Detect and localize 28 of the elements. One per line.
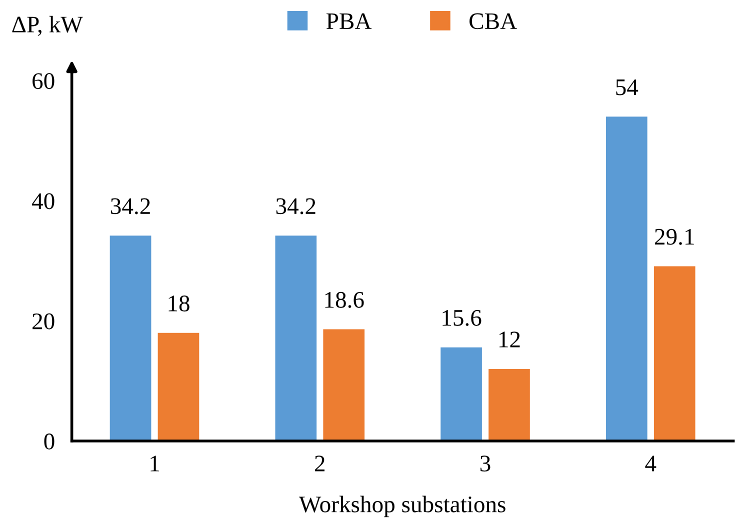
bar xyxy=(110,236,152,442)
bar xyxy=(440,347,482,442)
y-axis-title: ΔP, kW xyxy=(12,16,83,36)
bar xyxy=(323,329,365,442)
data-label: 34.2 xyxy=(110,198,150,214)
data-label: 34.2 xyxy=(276,198,316,214)
data-label: 18.6 xyxy=(325,292,364,308)
x-tick-label: 4 xyxy=(645,456,656,472)
data-label: 12 xyxy=(500,332,520,348)
x-tick-label: 1 xyxy=(150,456,159,472)
data-label: 15.6 xyxy=(442,310,482,326)
data-label: 29.1 xyxy=(654,228,694,245)
bar xyxy=(606,116,648,442)
bar xyxy=(158,332,200,442)
legend-label: PBA xyxy=(326,13,372,29)
bar xyxy=(275,236,317,442)
y-tick-label: 40 xyxy=(32,193,54,210)
bar xyxy=(654,266,696,442)
y-tick-label: 60 xyxy=(32,73,54,90)
x-tick-label: 3 xyxy=(480,456,490,472)
y-tick-label: 20 xyxy=(32,313,54,330)
bar xyxy=(488,368,530,442)
data-label: 18 xyxy=(168,296,190,312)
x-tick-label: 2 xyxy=(315,456,324,472)
y-tick-label: 0 xyxy=(44,434,54,450)
x-axis-title: Workshop substations xyxy=(298,496,506,518)
legend-label: CBA xyxy=(470,13,517,30)
data-label: 54 xyxy=(616,79,638,96)
